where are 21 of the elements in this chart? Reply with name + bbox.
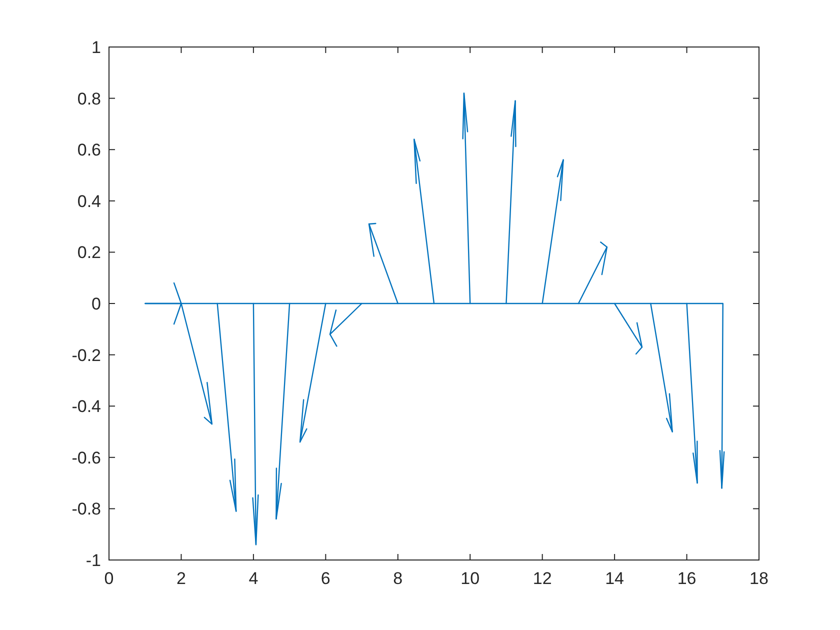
x-tick-label: 10 <box>460 569 480 588</box>
x-tick-label: 4 <box>248 569 258 588</box>
y-tick-label: 0.2 <box>77 243 101 262</box>
x-tick-label: 2 <box>176 569 186 588</box>
y-tick-label: -1 <box>86 550 101 570</box>
y-tick-label: 0.4 <box>77 192 101 211</box>
y-tick-label: -0.8 <box>72 500 101 519</box>
y-tick-label: 0.6 <box>77 140 101 160</box>
x-tick-label: 16 <box>677 569 696 588</box>
x-tick-label: 12 <box>532 569 552 588</box>
y-tick-label: 0.8 <box>77 89 101 108</box>
y-tick-label: -0.2 <box>72 346 101 365</box>
x-tick-label: 0 <box>104 569 114 588</box>
x-tick-label: 8 <box>393 569 403 588</box>
x-tick-label: 18 <box>750 569 768 588</box>
y-tick-label: 0 <box>92 294 101 314</box>
y-tick-label: -0.4 <box>72 397 101 416</box>
x-tick-label: 14 <box>605 569 624 588</box>
x-tick-label: 6 <box>320 569 330 588</box>
y-tick-label: -0.6 <box>72 448 101 468</box>
y-tick-label: 1 <box>92 38 101 57</box>
